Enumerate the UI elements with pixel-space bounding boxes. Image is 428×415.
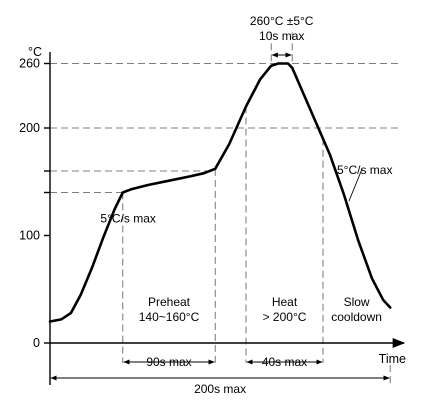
duration-label: 200s max [194,382,246,396]
duration-label: 40s max [262,355,307,369]
peak-label: 10s max [259,29,304,43]
reference-lines [50,63,402,193]
ramp-rate-annotation: 5°C/s max [337,163,392,177]
y-axis-label: °C [28,45,42,59]
duration-label: 90s max [146,355,191,369]
phase-label: Slow [344,295,370,309]
ramp-rate-annotation: 5°C/s max [100,212,155,226]
y-tick-label: 100 [19,229,40,243]
x-axis-label: Time [379,352,406,366]
peak-label: 260°C ±5°C [250,14,314,28]
phase-label: Preheat [148,295,191,309]
y-tick-label: 260 [19,57,40,71]
temperature-curve [48,62,392,323]
axes [44,52,406,385]
y-tick-label: 0 [33,336,40,350]
y-tick-label: 200 [19,121,40,135]
phase-label: > 200°C [263,310,307,324]
temperature-curve-group [48,62,392,323]
phase-label: cooldown [331,310,382,324]
phase-label: Heat [272,295,298,309]
annotation-leader-line [348,168,363,202]
phase-boundary-lines [122,29,324,363]
phase-label: 140~160°C [139,310,200,324]
duration-arrows [50,52,391,384]
